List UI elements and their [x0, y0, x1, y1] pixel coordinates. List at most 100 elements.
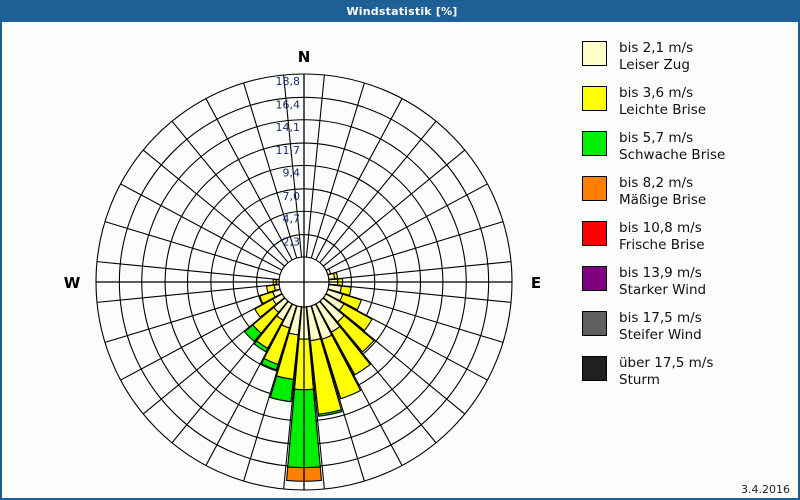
grid-spoke	[142, 297, 286, 415]
legend-speed-range: bis 17,5 m/s	[619, 310, 702, 326]
grid-spoke	[315, 303, 403, 466]
legend-label-maessige-brise: bis 8,2 m/s Mäßige Brise	[619, 175, 706, 209]
legend-speed-range: über 17,5 m/s	[619, 355, 714, 371]
legend-beaufort-name: Schwache Brise	[619, 147, 726, 163]
wind-rose-petal-segment	[339, 293, 362, 311]
polar-axes	[96, 74, 512, 490]
legend-speed-range: bis 5,7 m/s	[619, 130, 694, 146]
radial-tick-label: 11,7	[276, 144, 301, 157]
legend-item[interactable]: bis 2,1 m/s Leiser Zug	[582, 40, 797, 74]
wind-rose-petal-segment	[265, 284, 277, 294]
grid-spoke	[205, 98, 293, 261]
compass-label-east: E	[531, 274, 541, 292]
legend-swatch-leiser-zug	[582, 41, 607, 66]
wind-rose-petal-segment	[317, 409, 343, 417]
grid-spoke	[120, 293, 283, 381]
legend-label-leiser-zug: bis 2,1 m/s Leiser Zug	[619, 40, 693, 74]
window-content: 2,34,77,09,411,714,116,418,8 NSEW bis 2,…	[4, 22, 798, 498]
radial-tick-label: 4,7	[283, 212, 301, 225]
legend-label-steifer-wind: bis 17,5 m/s Steifer Wind	[619, 310, 702, 344]
grid-spoke	[96, 283, 280, 303]
grid-spoke	[104, 221, 281, 276]
legend-swatch-leichte-brise	[582, 86, 607, 111]
wind-rose-svg: 2,34,77,09,411,714,116,418,8 NSEW	[64, 48, 541, 491]
radial-tick-label: 9,4	[283, 167, 301, 180]
grid-spoke	[325, 183, 488, 271]
compass-label-west: W	[64, 274, 81, 292]
legend-swatch-sturm	[582, 356, 607, 381]
wind-rose-petal-segment	[253, 340, 269, 353]
grid-spoke	[283, 74, 303, 258]
legend-speed-range: bis 10,8 m/s	[619, 220, 702, 236]
grid-spoke	[243, 82, 298, 259]
legend-speed-range: bis 8,2 m/s	[619, 175, 694, 191]
grid-spoke	[310, 82, 365, 259]
grid-spoke	[305, 306, 325, 490]
radial-tick-label: 16,4	[276, 98, 301, 111]
legend-item[interactable]: bis 10,8 m/s Frische Brise	[582, 220, 797, 254]
legend-label-frische-brise: bis 10,8 m/s Frische Brise	[619, 220, 705, 254]
legend-swatch-schwache-brise	[582, 131, 607, 156]
grid-spoke	[120, 183, 283, 271]
wind-rose-petal-segment	[336, 314, 375, 353]
legend-item[interactable]: bis 3,6 m/s Leichte Brise	[582, 85, 797, 119]
wind-rose-petal-segment	[269, 375, 294, 403]
grid-spoke	[310, 305, 365, 482]
grid-spoke	[319, 300, 437, 444]
legend: bis 2,1 m/s Leiser Zug bis 3,6 m/s Leich…	[582, 40, 797, 400]
wind-rose-petal-segment	[330, 325, 372, 376]
radial-tick-label: 14,1	[276, 121, 301, 134]
legend-label-sturm: über 17,5 m/s Sturm	[619, 355, 713, 389]
legend-beaufort-name: Leiser Zug	[619, 57, 690, 73]
legend-beaufort-name: Sturm	[619, 372, 660, 388]
legend-item[interactable]: über 17,5 m/s Sturm	[582, 355, 797, 389]
wind-rose-petal-segment	[260, 357, 279, 371]
grid-spoke	[283, 306, 303, 490]
date-stamp: 3.4.2016	[741, 483, 790, 496]
radial-tick-label: 18,8	[276, 75, 301, 88]
wind-rose-petal-segment	[259, 291, 276, 305]
legend-item[interactable]: bis 13,9 m/s Starker Wind	[582, 265, 797, 299]
grid-spoke	[327, 221, 504, 276]
window-title: Windstatistik [%]	[346, 5, 458, 18]
legend-speed-range: bis 2,1 m/s	[619, 40, 694, 56]
legend-speed-range: bis 3,6 m/s	[619, 85, 694, 101]
grid-spoke	[322, 297, 466, 415]
grid-spoke	[322, 149, 466, 267]
grid-spoke	[319, 120, 437, 264]
legend-item[interactable]: bis 8,2 m/s Mäßige Brise	[582, 175, 797, 209]
legend-item[interactable]: bis 5,7 m/s Schwache Brise	[582, 130, 797, 164]
wind-rose-petal-segment	[243, 324, 262, 343]
grid-spoke	[171, 300, 289, 444]
wind-rose-petal-segment	[338, 303, 373, 332]
compass-labels: NSEW	[64, 48, 541, 292]
radial-tick-labels: 2,3 4,7 7,0 9,4 11,7 14,1 16,4 18,8	[276, 75, 301, 249]
grid-spoke	[305, 74, 325, 258]
legend-swatch-starker-wind	[582, 266, 607, 291]
legend-beaufort-name: Starker Wind	[619, 282, 707, 298]
grid-spoke	[104, 288, 281, 343]
radial-tick-label: 7,0	[283, 190, 301, 203]
grid-spoke	[325, 293, 488, 381]
wind-rose-petal-segment	[325, 268, 332, 276]
wind-rose-petal-segment	[254, 298, 277, 318]
legend-swatch-maessige-brise	[582, 176, 607, 201]
legend-speed-range: bis 13,9 m/s	[619, 265, 702, 281]
legend-swatch-steifer-wind	[582, 311, 607, 336]
legend-beaufort-name: Leichte Brise	[619, 102, 707, 118]
wind-rose-petal-segment	[339, 285, 352, 296]
compass-label-north: N	[298, 48, 311, 66]
legend-beaufort-name: Steifer Wind	[619, 327, 702, 343]
wind-rose-petal-segment	[332, 271, 339, 280]
legend-item[interactable]: bis 17,5 m/s Steifer Wind	[582, 310, 797, 344]
legend-beaufort-name: Mäßige Brise	[619, 192, 707, 208]
legend-beaufort-name: Frische Brise	[619, 237, 705, 253]
grid-spoke	[96, 261, 280, 281]
window-title-bar: Windstatistik [%]	[2, 2, 798, 22]
grid-spoke	[171, 120, 289, 264]
legend-label-starker-wind: bis 13,9 m/s Starker Wind	[619, 265, 706, 299]
legend-label-schwache-brise: bis 5,7 m/s Schwache Brise	[619, 130, 725, 164]
radial-tick-label: 2,3	[283, 236, 301, 249]
grid-spoke	[205, 303, 293, 466]
